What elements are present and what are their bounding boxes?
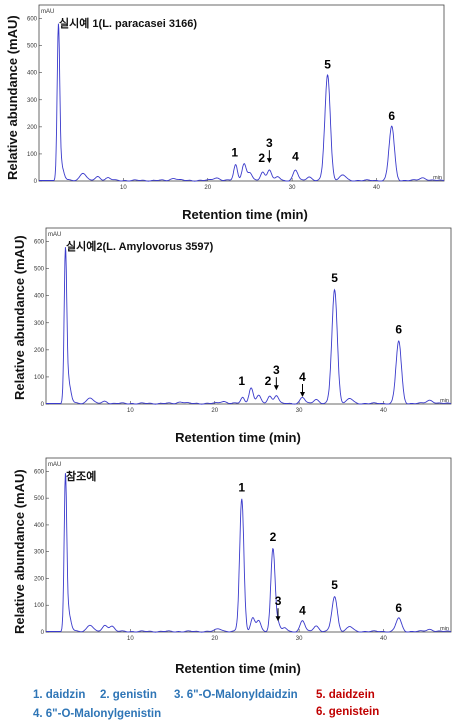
peak-label: 6 <box>395 601 402 615</box>
peak-label: 2 <box>265 374 272 388</box>
peak-arrow-head <box>266 158 272 164</box>
chromatogram-trace <box>39 23 445 182</box>
peak-arrow-head <box>300 391 305 397</box>
y-tick-label: 0 <box>34 179 38 185</box>
y-tick-label: 600 <box>34 240 45 246</box>
x-tick-label: 10 <box>120 185 127 191</box>
peak-arrow-head <box>275 616 281 622</box>
legend-item-malonyldaidzin: 3. 6"-O-Malonyldaidzin <box>174 689 298 701</box>
peak-label: 5 <box>331 578 338 592</box>
peak-label: 3 <box>275 594 282 608</box>
x-tick-label: 30 <box>296 408 303 414</box>
x-axis-label: Retention time (min) <box>175 661 301 676</box>
legend-item-daidzein: 5. daidzein <box>316 689 375 701</box>
peak-label: 5 <box>331 271 338 285</box>
peak-label: 4 <box>292 150 299 164</box>
y-tick-label: 0 <box>41 630 45 636</box>
y-unit-label: mAU <box>41 9 54 15</box>
legend-item-daidzin: 1. daidzin <box>33 689 86 701</box>
chart-title: 실시예 1(L. paracasei 3166) <box>59 16 197 30</box>
y-unit-label: mAU <box>48 232 61 238</box>
y-tick-label: 500 <box>34 267 45 273</box>
plot-frame <box>45 457 452 633</box>
chromatogram-trace <box>46 247 452 405</box>
x-tick-label: 10 <box>127 408 134 414</box>
plot-frame <box>45 227 452 405</box>
x-tick-label: 40 <box>380 408 387 414</box>
peak-label: 4 <box>299 370 306 384</box>
x-axis-label: Retention time (min) <box>175 430 301 445</box>
x-tick-label: 30 <box>289 185 296 191</box>
y-tick-label: 0 <box>41 402 45 408</box>
y-tick-label: 100 <box>34 375 45 381</box>
x-unit-label: min <box>433 175 442 181</box>
peak-label: 2 <box>258 151 265 165</box>
y-tick-label: 100 <box>27 152 38 158</box>
x-unit-label: min <box>440 398 449 404</box>
y-tick-label: 200 <box>27 125 38 131</box>
peak-label: 3 <box>266 136 273 150</box>
x-tick-label: 20 <box>211 636 218 642</box>
y-tick-label: 600 <box>27 17 38 23</box>
y-tick-label: 100 <box>34 603 45 609</box>
peak-label: 1 <box>231 146 238 160</box>
plot-frame <box>38 4 445 182</box>
peak-label: 1 <box>238 480 245 494</box>
x-tick-label: 20 <box>211 408 218 414</box>
y-tick-label: 600 <box>34 469 45 475</box>
peak-label: 6 <box>388 109 395 123</box>
y-axis-label: Relative abundance (mAU) <box>12 235 27 400</box>
legend-item-malonylgenistin: 4. 6"-O-Malonylgenistin <box>33 708 162 720</box>
legend-item-genistin: 2. genistin <box>100 689 157 701</box>
chromatogram-trace <box>46 473 452 633</box>
x-unit-label: min <box>440 626 449 632</box>
x-tick-label: 20 <box>204 185 211 191</box>
x-tick-label: 10 <box>127 636 134 642</box>
peak-label: 5 <box>324 58 331 72</box>
y-unit-label: mAU <box>48 462 61 468</box>
y-tick-label: 300 <box>34 321 45 327</box>
y-tick-label: 300 <box>34 550 45 556</box>
x-axis-label: Retention time (min) <box>182 207 308 222</box>
y-tick-label: 300 <box>27 98 38 104</box>
y-tick-label: 200 <box>34 576 45 582</box>
peak-arrow-head <box>273 385 279 391</box>
peak-label: 6 <box>395 323 402 337</box>
y-axis-label: Relative abundance (mAU) <box>12 469 27 634</box>
peak-label: 2 <box>270 530 277 544</box>
legend-item-genistein: 6. genistein <box>316 706 380 718</box>
chart-title: 참조예 <box>66 469 96 483</box>
chart-title: 실시예2(L. Amylovorus 3597) <box>66 239 214 253</box>
peak-label: 3 <box>273 363 280 377</box>
y-tick-label: 500 <box>27 44 38 50</box>
peak-label: 4 <box>299 604 306 618</box>
y-tick-label: 400 <box>34 294 45 300</box>
y-tick-label: 400 <box>27 71 38 77</box>
x-tick-label: 40 <box>380 636 387 642</box>
y-tick-label: 400 <box>34 523 45 529</box>
y-axis-label: Relative abundance (mAU) <box>5 15 20 180</box>
x-tick-label: 40 <box>373 185 380 191</box>
peak-label: 1 <box>238 374 245 388</box>
y-tick-label: 200 <box>34 348 45 354</box>
x-tick-label: 30 <box>296 636 303 642</box>
y-tick-label: 500 <box>34 496 45 502</box>
